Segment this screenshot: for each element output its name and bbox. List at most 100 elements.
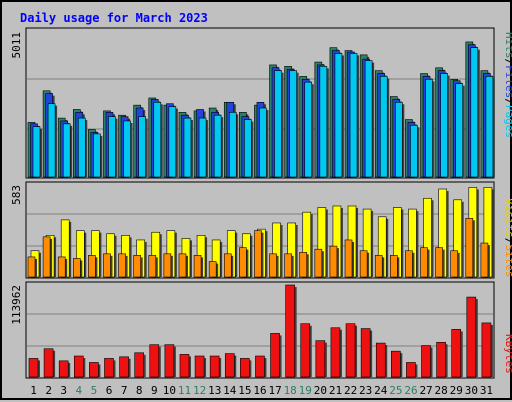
bar-kbytes-7 bbox=[119, 356, 129, 378]
bar-pages-31 bbox=[485, 76, 494, 178]
day-label-5: 5 bbox=[91, 384, 98, 397]
bar-sites-23 bbox=[359, 250, 368, 278]
bar-sites-14 bbox=[223, 253, 232, 278]
bar-sites-21 bbox=[329, 245, 338, 278]
day-label-1: 1 bbox=[30, 384, 37, 397]
bottom-max-label: 113962 bbox=[10, 285, 23, 325]
bar-kbytes-11 bbox=[179, 354, 190, 378]
day-label-22: 22 bbox=[344, 384, 357, 397]
top-legend: Hits/Files/Pages bbox=[503, 32, 512, 138]
day-label-14: 14 bbox=[223, 384, 237, 397]
bar-kbytes-16 bbox=[255, 355, 265, 378]
bar-pages-20 bbox=[319, 66, 328, 178]
bottom-plot-area bbox=[25, 281, 495, 379]
bar-sites-4 bbox=[72, 258, 81, 278]
hits-files-pages-bars bbox=[27, 41, 495, 178]
day-label-6: 6 bbox=[106, 384, 113, 397]
day-label-11: 11 bbox=[178, 384, 191, 397]
bar-sites-27 bbox=[420, 247, 428, 278]
bar-sites-25 bbox=[390, 255, 398, 278]
bar-kbytes-30 bbox=[466, 296, 477, 378]
bar-kbytes-10 bbox=[164, 344, 175, 378]
bar-sites-10 bbox=[163, 253, 172, 278]
day-label-18: 18 bbox=[284, 384, 297, 397]
middle-legend: Visits/Sites bbox=[503, 198, 512, 278]
bar-sites-11 bbox=[178, 253, 187, 278]
bar-kbytes-19 bbox=[300, 323, 311, 378]
bar-pages-23 bbox=[364, 60, 373, 178]
bar-sites-8 bbox=[133, 255, 141, 278]
day-label-12: 12 bbox=[193, 384, 206, 397]
day-label-17: 17 bbox=[268, 384, 281, 397]
bar-kbytes-24 bbox=[375, 342, 386, 378]
bar-pages-30 bbox=[470, 47, 479, 178]
day-label-25: 25 bbox=[389, 384, 402, 397]
top-max-label: 5011 bbox=[10, 32, 23, 59]
bar-pages-16 bbox=[259, 107, 267, 178]
day-label-15: 15 bbox=[238, 384, 251, 397]
bar-pages-5 bbox=[93, 133, 101, 178]
day-label-3: 3 bbox=[60, 384, 67, 397]
bar-pages-29 bbox=[455, 83, 464, 178]
bar-pages-18 bbox=[289, 70, 297, 178]
bar-sites-2 bbox=[42, 236, 51, 278]
bar-kbytes-9 bbox=[149, 344, 160, 378]
bar-kbytes-23 bbox=[360, 328, 371, 378]
visits-sites-bars bbox=[27, 187, 494, 278]
day-label-27: 27 bbox=[419, 384, 432, 397]
bar-kbytes-3 bbox=[58, 360, 69, 378]
legend-kbytes: KBytes bbox=[503, 334, 512, 374]
bar-kbytes-18 bbox=[285, 284, 295, 378]
bar-sites-16 bbox=[254, 230, 262, 278]
bar-kbytes-20 bbox=[315, 340, 326, 378]
bar-kbytes-28 bbox=[436, 341, 446, 378]
bar-kbytes-27 bbox=[421, 345, 431, 378]
bar-pages-7 bbox=[123, 120, 131, 178]
day-label-24: 24 bbox=[374, 384, 388, 397]
bar-pages-28 bbox=[440, 73, 448, 178]
bar-kbytes-8 bbox=[134, 352, 144, 378]
day-label-21: 21 bbox=[329, 384, 342, 397]
bar-pages-1 bbox=[32, 126, 41, 178]
kbytes-bars bbox=[28, 284, 493, 378]
day-label-13: 13 bbox=[208, 384, 221, 397]
bar-pages-14 bbox=[228, 112, 237, 178]
bar-pages-13 bbox=[213, 114, 222, 178]
bar-kbytes-22 bbox=[345, 323, 356, 378]
bar-pages-10 bbox=[168, 106, 177, 178]
middle-max-label: 583 bbox=[10, 185, 23, 205]
day-label-20: 20 bbox=[314, 384, 327, 397]
bar-pages-15 bbox=[244, 119, 252, 178]
bar-pages-25 bbox=[395, 101, 403, 178]
day-label-10: 10 bbox=[163, 384, 176, 397]
legend-sites: Sites bbox=[503, 244, 512, 277]
bar-sites-9 bbox=[148, 255, 157, 278]
bar-pages-27 bbox=[425, 78, 433, 178]
bar-pages-21 bbox=[334, 53, 343, 178]
bar-kbytes-2 bbox=[43, 348, 54, 378]
day-label-7: 7 bbox=[121, 384, 128, 397]
bar-kbytes-31 bbox=[481, 322, 492, 378]
svg-text:Hits/Files/Pages: Hits/Files/Pages bbox=[503, 32, 512, 138]
day-label-9: 9 bbox=[151, 384, 158, 397]
bar-sites-20 bbox=[314, 248, 323, 278]
day-label-16: 16 bbox=[253, 384, 266, 397]
bar-pages-4 bbox=[77, 117, 86, 178]
bar-kbytes-1 bbox=[28, 358, 39, 378]
day-label-2: 2 bbox=[45, 384, 52, 397]
bar-sites-26 bbox=[405, 250, 413, 278]
bar-kbytes-15 bbox=[240, 358, 250, 378]
bar-pages-9 bbox=[153, 101, 162, 178]
bar-sites-5 bbox=[88, 255, 96, 278]
bar-pages-3 bbox=[62, 123, 71, 178]
bar-pages-12 bbox=[198, 117, 207, 178]
bar-sites-17 bbox=[269, 253, 277, 278]
svg-text:Visits/Sites: Visits/Sites bbox=[503, 198, 512, 278]
bar-pages-2 bbox=[47, 103, 56, 178]
bar-pages-19 bbox=[304, 81, 313, 178]
day-label-4: 4 bbox=[76, 384, 83, 397]
day-label-28: 28 bbox=[435, 384, 448, 397]
bar-pages-8 bbox=[138, 116, 146, 178]
bar-kbytes-14 bbox=[224, 353, 235, 378]
